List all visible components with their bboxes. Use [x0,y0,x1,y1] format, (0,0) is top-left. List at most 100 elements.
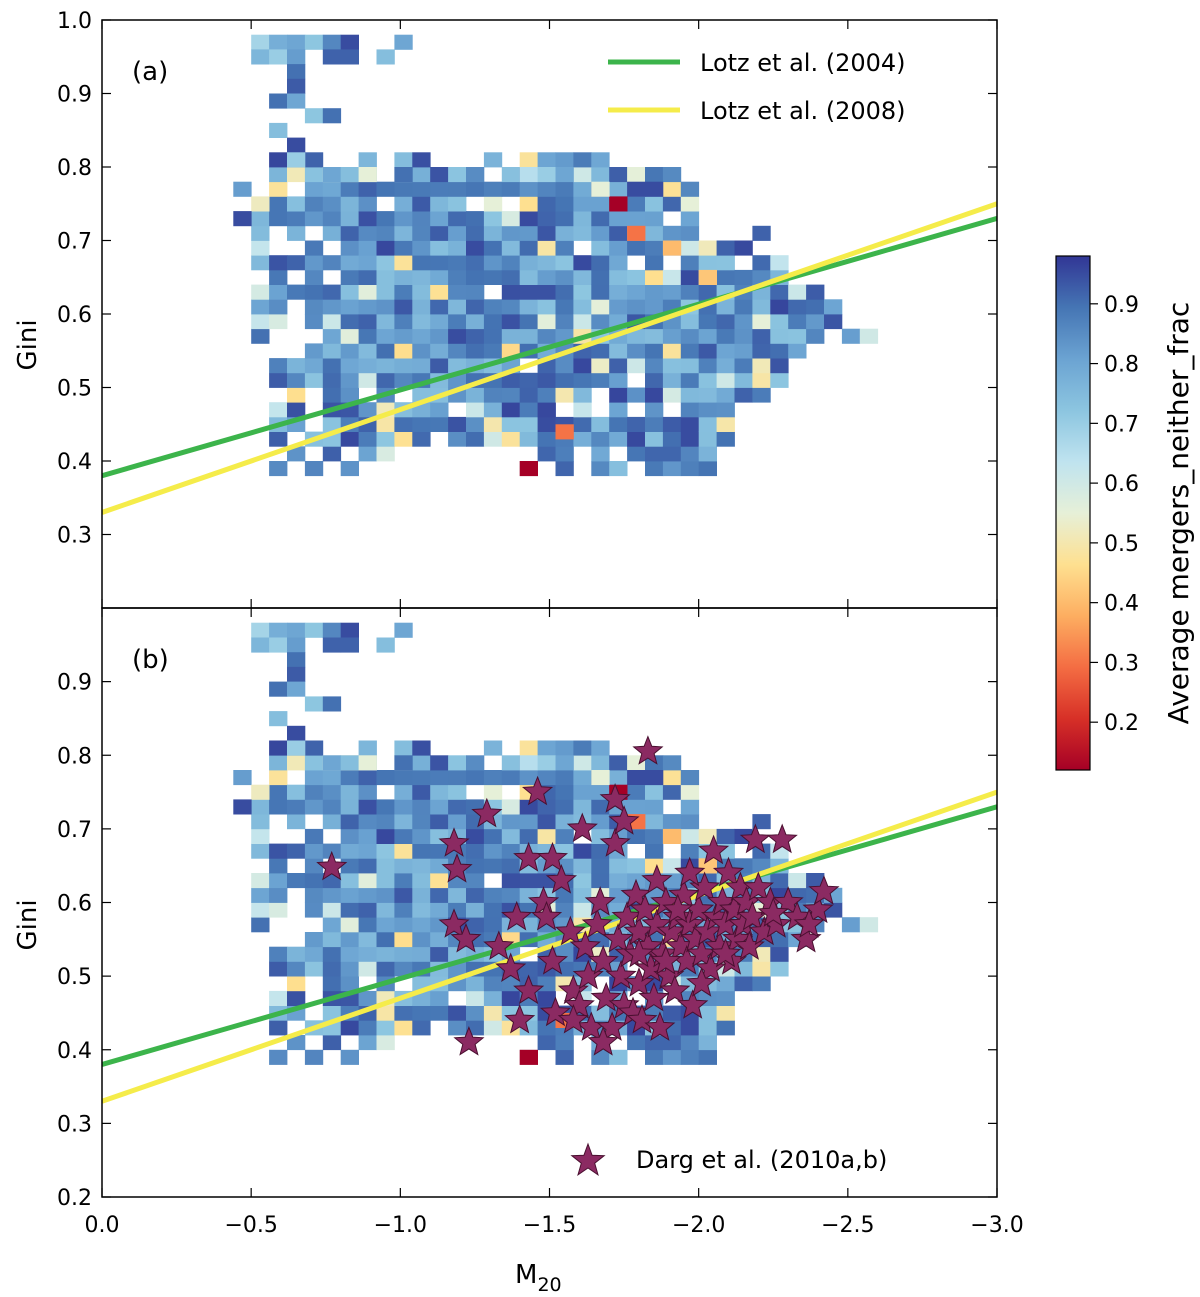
heatmap-cell [412,240,431,256]
heatmap-cell [519,402,538,418]
heatmap-cell [269,799,288,815]
heatmap-cell [394,961,413,977]
heatmap-cell [287,740,306,756]
heatmap-cell [466,858,485,874]
heatmap-cell [376,961,395,977]
heatmap-cell [287,652,306,668]
heatmap-cell [269,873,288,889]
heatmap-cell [716,269,735,285]
heatmap-cell [466,902,485,918]
heatmap-cell [358,152,377,168]
heatmap-cell [394,902,413,918]
heatmap-cell [662,225,682,241]
heatmap-cell [501,858,521,874]
heatmap-cell [394,269,413,285]
heatmap-cell [340,284,359,300]
heatmap-cell [304,211,324,227]
heatmap-cell [322,843,342,859]
heatmap-cell [680,269,700,285]
star-point [739,823,771,854]
heatmap-cell [304,843,324,859]
heatmap-cell [483,181,503,197]
heatmap-cell [340,1020,359,1036]
heatmap-cell [501,416,521,432]
heatmap-cell [752,358,771,374]
heatmap-cell [680,196,700,212]
heatmap-cell [322,255,342,271]
heatmap-cell [358,167,377,183]
heatmap-cell [430,240,449,256]
heatmap-cell [466,843,485,859]
heatmap-cell [340,902,359,918]
heatmap-cell [466,299,485,315]
heatmap-cell [537,328,556,344]
heatmap-cell [555,284,574,300]
star-point [522,775,554,806]
heatmap-cell [394,843,413,859]
heatmap-cell [448,431,467,447]
heatmap-cell [412,358,431,374]
star-point [539,996,572,1027]
heatmap-cell [770,343,789,359]
panel-label-a: (a) [132,57,168,87]
heatmap-cell [448,255,467,271]
heatmap-cell [609,240,628,256]
heatmap-cell [627,284,646,300]
heatmap-cell [358,946,377,962]
heatmap-cell [340,167,359,183]
heatmap-cell [698,358,717,374]
heatmap-cell [627,328,646,344]
heatmap-cell [466,225,485,241]
line-lotz2008 [102,789,997,1104]
heatmap-cell [322,284,342,300]
heatmap-cell [627,784,646,800]
star-point [668,878,700,909]
heatmap-cell [269,681,288,697]
heatmap-cell [501,770,521,786]
heatmap-cell [501,387,521,403]
heatmap-cell [466,770,485,786]
heatmap-cell [591,416,610,432]
heatmap-cell [501,211,521,227]
heatmap-cell [501,828,521,844]
heatmap-cell [448,167,467,183]
heatmap-cell [734,269,753,285]
heatmap-cell [555,740,574,756]
heatmap-cell [627,416,646,432]
heatmap-cell [519,240,538,256]
heatmap-cell [251,902,270,918]
heatmap-cell [287,49,306,65]
heatmap-cell [591,211,610,227]
heatmap-cell [609,269,628,285]
heatmap-cell [501,799,521,815]
heatmap-cell [287,152,306,168]
heatmap-cell [322,1035,342,1051]
heatmap-cell [591,799,610,815]
heatmap-cell [627,299,646,315]
heatmap-cell [680,358,700,374]
heatmap-cell [483,240,503,256]
heatmap-cell [466,314,485,330]
heatmap-cell [483,976,503,992]
heatmap-cell [466,416,485,432]
heatmap-cell [483,387,503,403]
heatmap-cell [269,284,288,300]
heatmap-cell [287,167,306,183]
heatmap-cell [430,1005,449,1021]
heatmap-cell [537,755,556,771]
heatmap-cell [322,211,342,227]
heatmap-cell [770,328,789,344]
heatmap-cell [304,181,324,197]
heatmap-cell [537,799,556,815]
heatmap-cell [304,902,324,918]
star-point [766,823,798,854]
heatmap-cell [680,372,700,388]
heatmap-cell [269,858,288,874]
heatmap-cell [609,255,628,271]
heatmap-cell [573,196,592,212]
heatmap-cell [376,637,395,653]
heatmap-cell [698,240,717,256]
heatmap-cell [483,314,503,330]
heatmap-cell [519,740,538,756]
